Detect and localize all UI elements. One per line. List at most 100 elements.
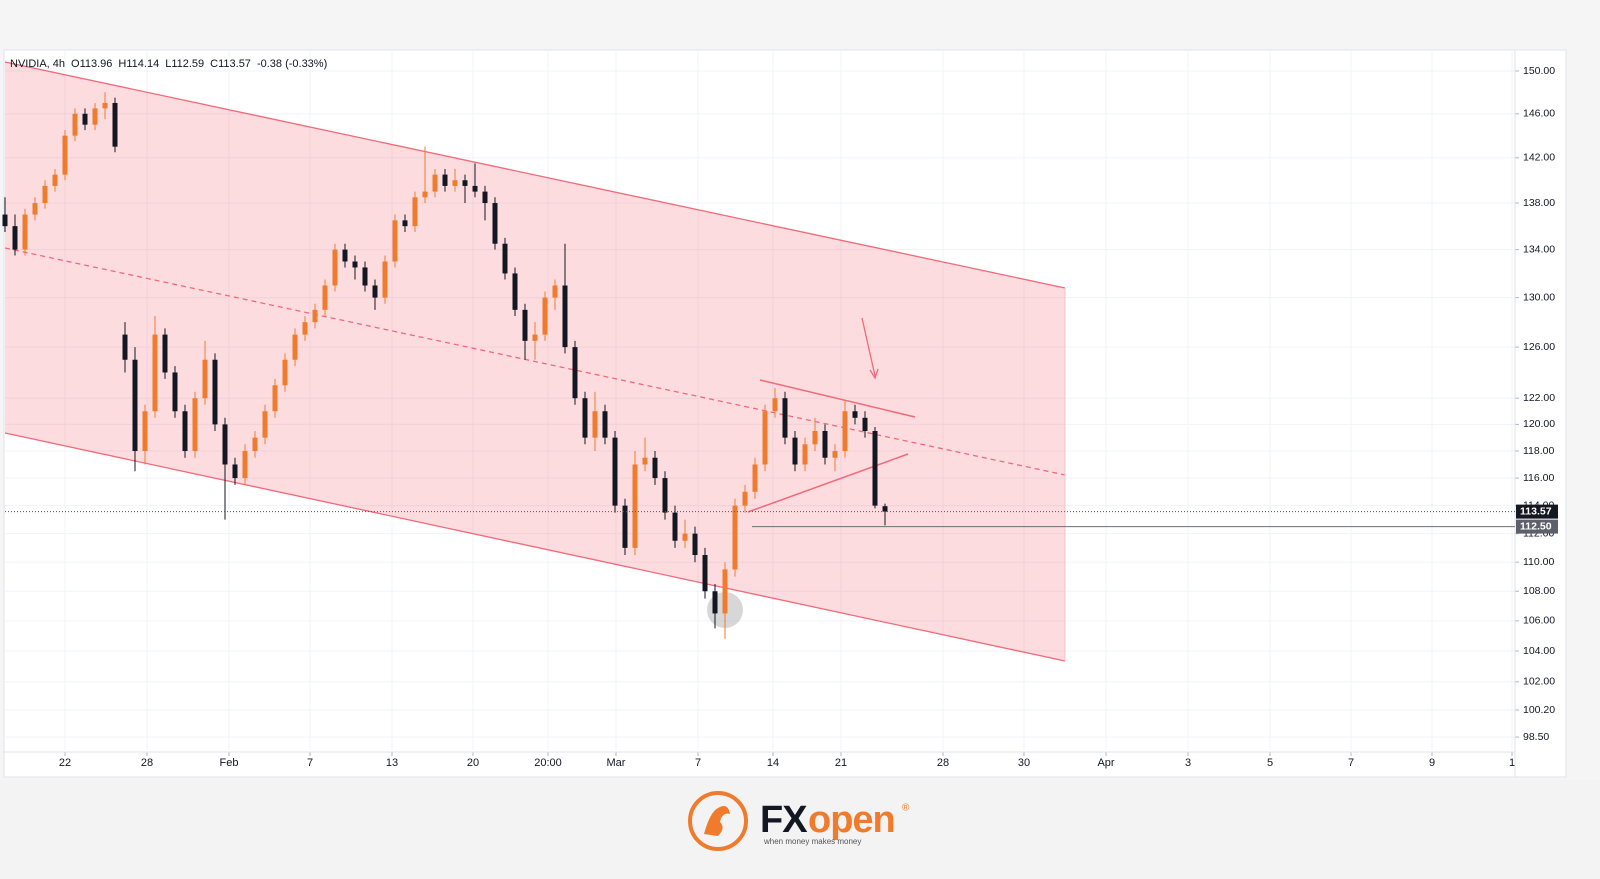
- y-tick-label: 110.00: [1523, 556, 1554, 568]
- candle-body: [502, 243, 508, 274]
- candle-body: [222, 424, 228, 465]
- candle-body: [492, 203, 498, 244]
- candle-body: [732, 505, 738, 570]
- y-tick-label: 130.00: [1523, 291, 1555, 303]
- candle-body: [832, 451, 838, 458]
- candle-body: [302, 322, 308, 335]
- candle-body: [472, 185, 478, 192]
- price-label: 112.50: [1520, 520, 1552, 532]
- y-tick-label: 106.00: [1523, 615, 1555, 627]
- y-tick-label: 98.50: [1523, 731, 1549, 743]
- x-tick-label: 28: [937, 757, 949, 769]
- candle-body: [612, 437, 618, 506]
- logo-fx: FX: [760, 799, 808, 841]
- candle-body: [282, 359, 288, 386]
- candle-body: [582, 398, 588, 438]
- y-tick-label: 138.00: [1523, 197, 1555, 209]
- candle-body: [692, 533, 698, 556]
- candle-body: [662, 478, 668, 513]
- candle-body: [572, 347, 578, 399]
- price-label-box: [1516, 519, 1558, 534]
- y-tick-label: 116.00: [1523, 472, 1554, 484]
- candle-body: [12, 226, 18, 250]
- candle-body: [162, 334, 168, 373]
- candle-body: [202, 359, 208, 399]
- x-tick-label: 22: [59, 757, 71, 769]
- legend-item: O113.96: [71, 58, 112, 70]
- candle-body: [172, 372, 178, 412]
- candle-body: [42, 185, 48, 204]
- candle-body: [62, 135, 68, 175]
- x-tick-label: 7: [695, 757, 701, 769]
- candle-body: [862, 417, 868, 432]
- logo-ring: [688, 791, 748, 851]
- candle-body: [682, 533, 688, 541]
- legend-item: NVIDIA, 4h: [10, 58, 65, 70]
- arrow-shaft: [861, 317, 876, 377]
- x-tick-label: 21: [835, 757, 847, 769]
- candles: [2, 92, 888, 639]
- candle-body: [402, 220, 408, 227]
- y-tick-label: 134.00: [1523, 243, 1555, 255]
- grid: 150.00 146.00 142.00 138.00 134.00 130.00 126.…: [5, 50, 1555, 769]
- y-tick-label: 150.00: [1523, 65, 1555, 77]
- candle-body: [822, 431, 828, 458]
- candle-body: [412, 197, 418, 227]
- candle-body: [642, 457, 648, 465]
- logo-open: open: [808, 799, 895, 841]
- x-tick-label: 13: [386, 757, 398, 769]
- candle-body: [442, 174, 448, 186]
- candle-body: [122, 334, 128, 360]
- footer: [0, 780, 1600, 879]
- logo-tagline: when money makes money: [763, 837, 861, 846]
- candle-body: [672, 512, 678, 541]
- triangle-upper: [759, 379, 916, 418]
- candle-body: [212, 359, 218, 425]
- candle-body: [132, 359, 138, 452]
- candle-body: [342, 249, 348, 262]
- candle-body: [542, 297, 548, 335]
- x-tick-label: 20: [467, 757, 479, 769]
- y-tick-label: 122.00: [1523, 392, 1555, 404]
- legend-item: L112.59: [165, 58, 204, 70]
- arrow-head: [869, 368, 879, 380]
- candle-body: [382, 261, 388, 298]
- candle-body: [32, 203, 38, 215]
- logo-registered: ®: [902, 803, 910, 814]
- legend-item: -0.38 (-0.33%): [257, 58, 327, 70]
- candle-body: [782, 398, 788, 438]
- x-tick-label: 14: [767, 757, 779, 769]
- candle-body: [332, 249, 338, 286]
- candle-body: [392, 220, 398, 262]
- candle-body: [812, 431, 818, 445]
- candle-body: [2, 214, 8, 227]
- channel-upper: [4, 61, 1066, 289]
- candle-body: [562, 285, 568, 348]
- channel-lower: [4, 432, 1066, 662]
- candle-body: [192, 398, 198, 452]
- candle-body: [242, 451, 248, 479]
- candle-body: [702, 555, 708, 592]
- candle-body: [182, 411, 188, 452]
- candle-body: [752, 464, 758, 492]
- candle-body: [422, 191, 428, 198]
- candle-body: [552, 285, 558, 298]
- candle-body: [82, 113, 88, 125]
- x-tick-label: 7: [1348, 757, 1354, 769]
- candle-body: [432, 174, 438, 192]
- candle-body: [312, 309, 318, 323]
- price-label-box: [1516, 504, 1558, 519]
- candle-body: [762, 411, 768, 465]
- x-tick-label: 9: [1429, 757, 1435, 769]
- candle-body: [632, 464, 638, 548]
- logo-bull: [704, 806, 730, 836]
- x-tick-label: 1: [1509, 757, 1515, 769]
- channel-mid: [4, 247, 1066, 476]
- candle-body: [152, 334, 158, 412]
- candle-body: [92, 108, 98, 125]
- candle-body: [592, 411, 598, 438]
- candle-body: [52, 174, 58, 186]
- candle-body: [452, 180, 458, 186]
- overlay: 113.57 112.50: [5, 504, 1558, 534]
- y-tick-label: 100.20: [1523, 704, 1555, 716]
